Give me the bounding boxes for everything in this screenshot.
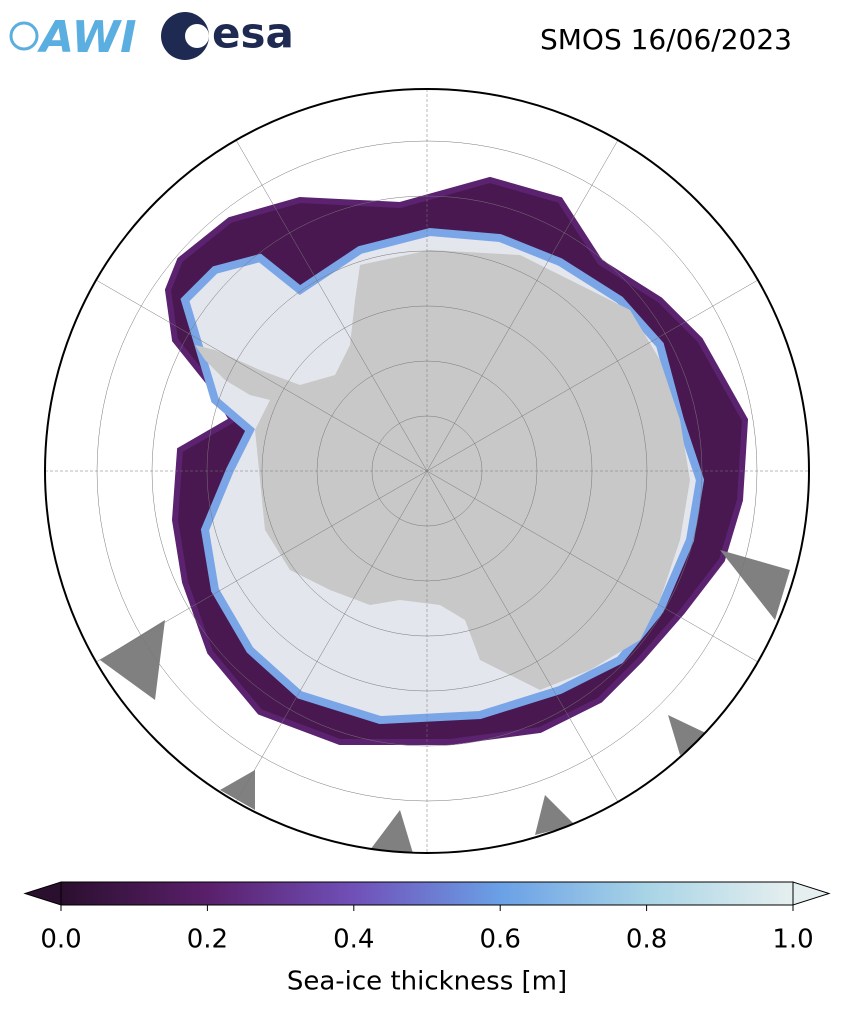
logo-awi-text: AWI	[37, 12, 137, 63]
land-patch	[100, 620, 165, 700]
colorbar-tick-label: 0.4	[333, 925, 374, 955]
land-patch	[535, 795, 575, 835]
colorbar-tick-label: 0.6	[480, 925, 521, 955]
colorbar-gradient	[60, 881, 794, 906]
map-border	[44, 88, 810, 854]
colorbar-extend-high	[792, 881, 831, 906]
colorbar: 0.0 0.2 0.4 0.6 0.8 1.0	[23, 881, 831, 955]
logo-esa-text: esa	[212, 9, 294, 58]
title: SMOS 16/06/2023	[540, 23, 792, 56]
colorbar-tick-label: 0.2	[187, 925, 228, 955]
colorbar-extend-low	[23, 881, 62, 906]
colorbar-tick-label: 0.8	[626, 925, 667, 955]
land-patch	[220, 770, 255, 810]
colorbar-tick-label: 1.0	[772, 925, 813, 955]
map	[45, 89, 809, 853]
antarctica	[195, 250, 690, 690]
land-patch	[668, 715, 710, 755]
logo-esa: esa	[161, 9, 294, 60]
logo-awi: AWI	[9, 12, 137, 63]
land-patch	[370, 810, 415, 853]
colorbar-label: Sea-ice thickness [m]	[287, 967, 567, 997]
land-patch	[720, 550, 790, 620]
graticule	[45, 89, 809, 853]
colorbar-tick-label: 0.0	[40, 925, 81, 955]
